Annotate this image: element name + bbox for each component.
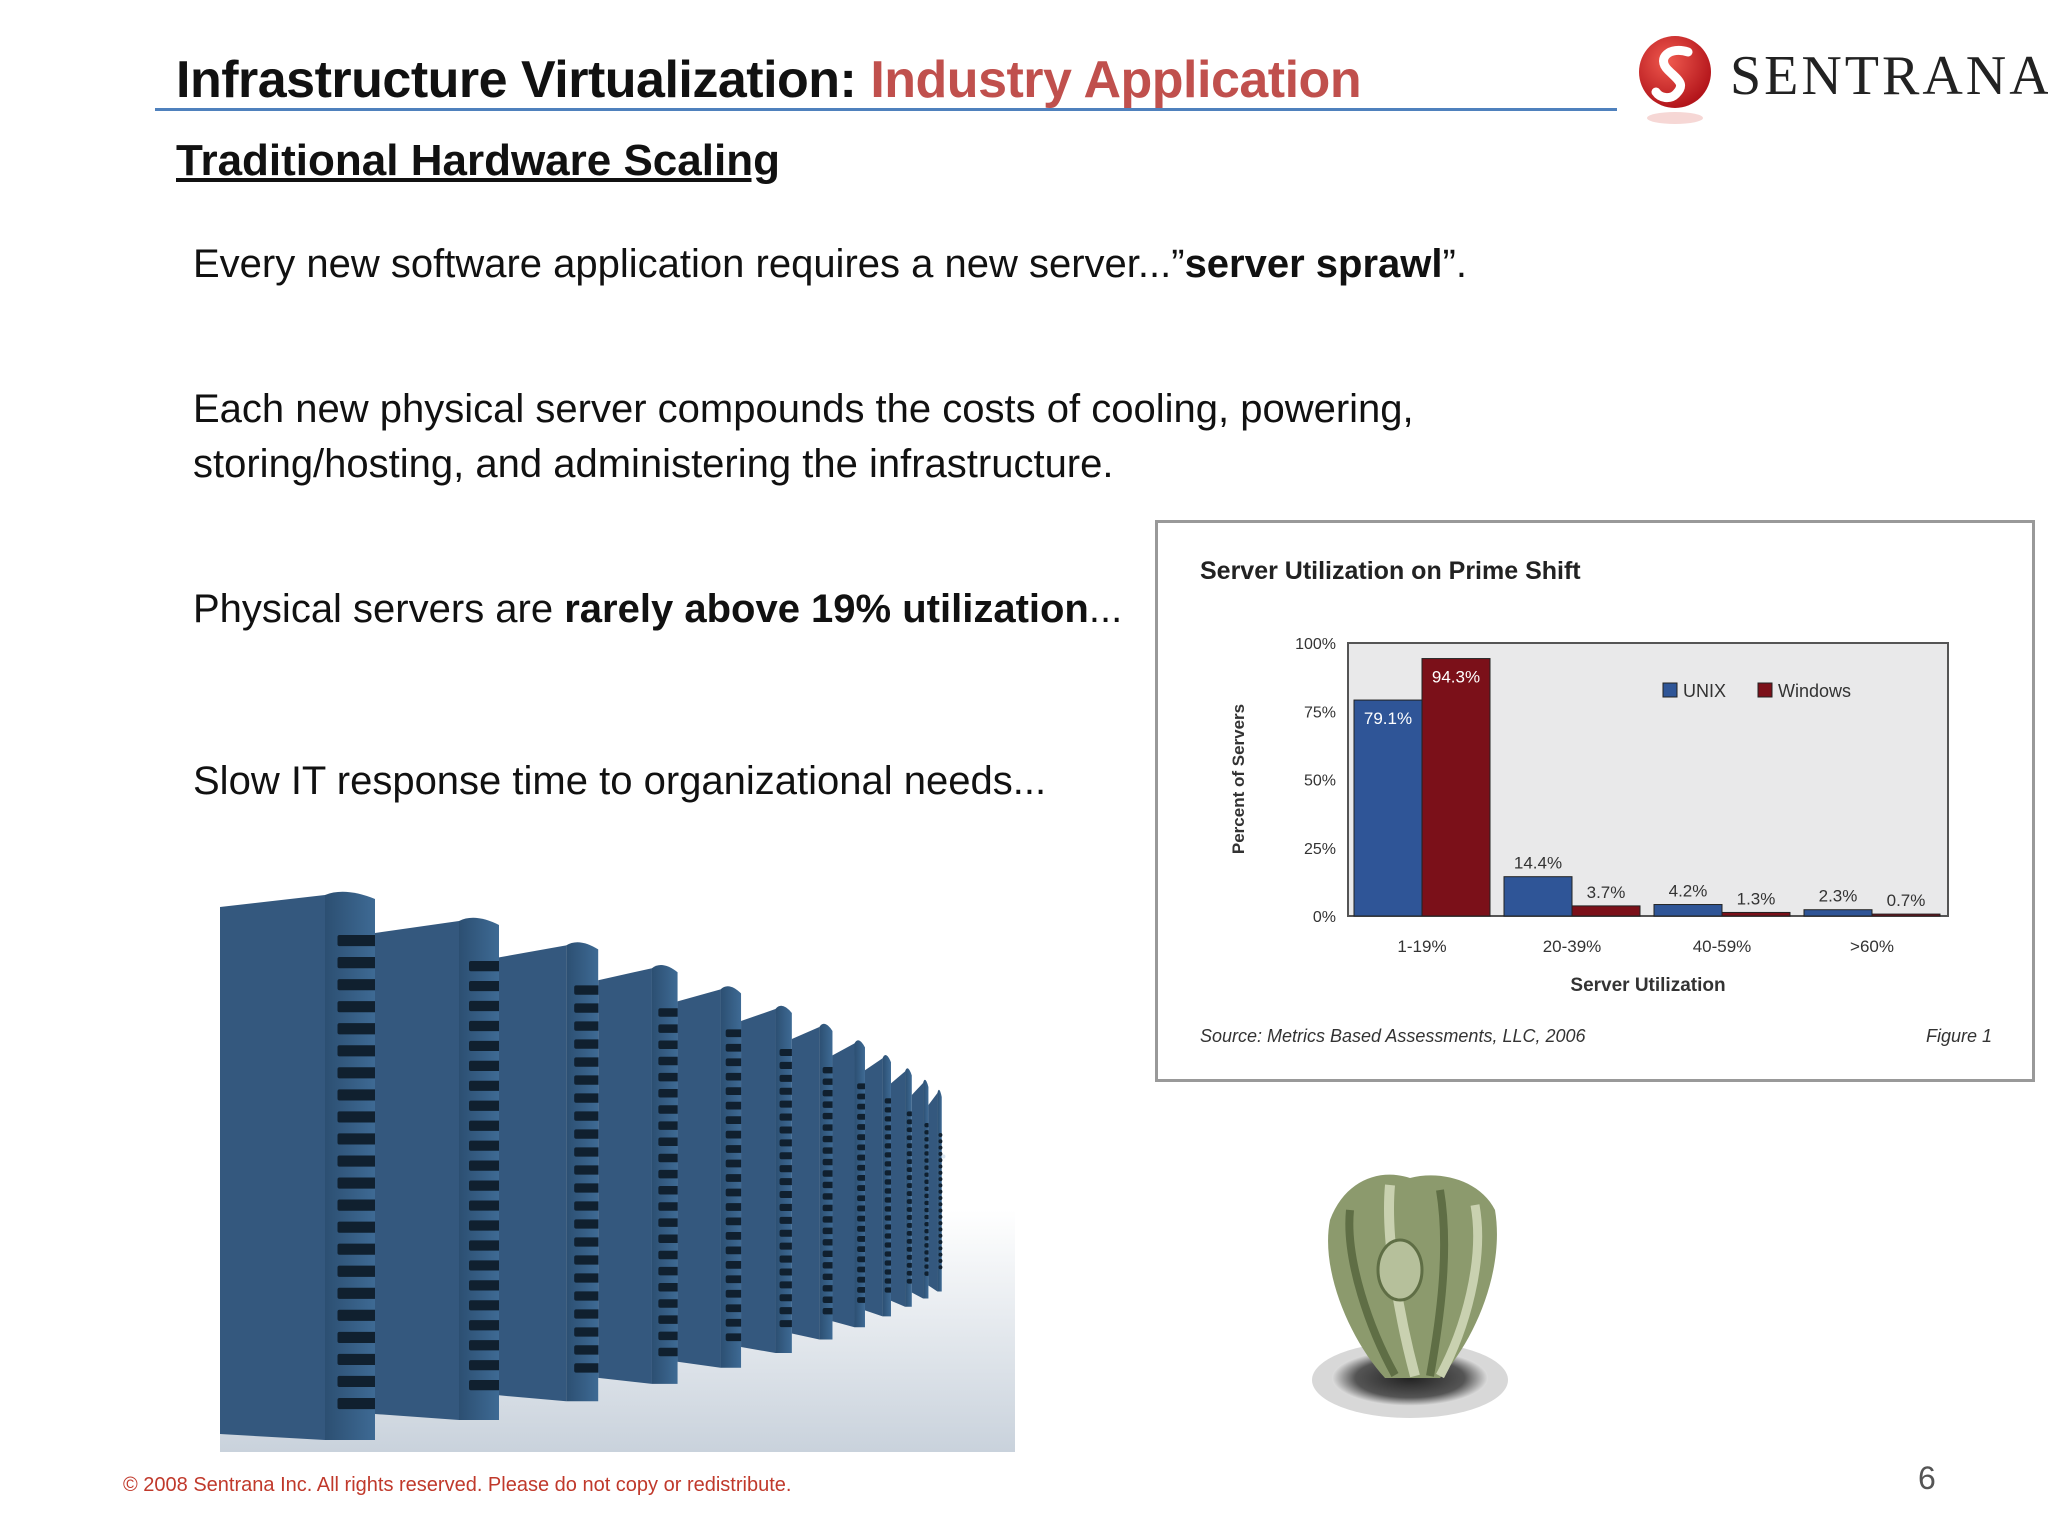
x-tick-label: >60% <box>1850 937 1894 956</box>
copyright-footer: © 2008 Sentrana Inc. All rights reserved… <box>123 1474 792 1496</box>
chart-bars: 79.1% 94.3% 14.4% 3.7% 4.2% 1.3% 2.3% 0.7% <box>1353 658 1941 917</box>
bar-data-label: 14.4% <box>1514 854 1562 873</box>
server-rack <box>911 1079 933 1299</box>
bullet-response-time: Slow IT response time to organizational … <box>193 759 1047 803</box>
bullet-costs: Each new physical server compounds the c… <box>193 382 1414 492</box>
bullet-1-end: ”. <box>1442 242 1467 286</box>
bar-unix <box>1803 909 1873 917</box>
server-rack <box>864 1055 897 1317</box>
y-tick-label: 75% <box>1304 704 1336 721</box>
bar-windows <box>1421 658 1491 917</box>
legend-label-windows: Windows <box>1778 681 1851 701</box>
bullet-3-end: ... <box>1088 587 1123 631</box>
bar-unix <box>1503 876 1573 917</box>
utilization-chart: Server Utilization on Prime Shift 0% 25% 5… <box>1155 520 2035 1082</box>
chart-legend: UNIX Windows <box>1662 681 1851 701</box>
server-rack <box>677 986 752 1368</box>
bullet-3-bold: rarely above 19% utilization <box>564 587 1089 631</box>
server-rack <box>220 891 400 1440</box>
bullet-utilization: Physical servers are rarely above 19% ut… <box>193 582 1122 637</box>
y-tick-label: 25% <box>1304 841 1336 858</box>
sentrana-logo: SENTRANA <box>1630 30 2048 130</box>
server-rack <box>499 942 615 1402</box>
y-tick-label: 50% <box>1304 773 1336 790</box>
sentrana-logo-icon <box>1639 36 1711 124</box>
bar-data-label: 4.2% <box>1669 882 1708 901</box>
title-rule <box>155 108 1617 111</box>
bar-unix <box>1353 699 1423 917</box>
server-rack <box>890 1068 917 1307</box>
server-rack <box>832 1040 872 1328</box>
bar-windows <box>1871 913 1941 917</box>
y-axis-ticks: 0% 25% 50% 75% 100% <box>1295 636 1336 926</box>
chart-title: Server Utilization on Prime Shift <box>1200 557 1581 585</box>
y-axis-label: Percent of Servers <box>1229 704 1248 854</box>
legend-swatch-windows <box>1757 682 1773 698</box>
bullet-1-bold: server sprawl <box>1184 242 1443 286</box>
bar-data-label: 94.3% <box>1432 668 1480 687</box>
server-rack <box>928 1089 946 1292</box>
logo-text: SENTRANA <box>1730 45 2048 107</box>
bar-windows <box>1721 911 1791 917</box>
bar-data-label: 3.7% <box>1587 883 1626 902</box>
y-tick-label: 100% <box>1295 636 1336 653</box>
money-drain-image <box>1312 1174 1508 1418</box>
x-tick-label: 1-19% <box>1397 937 1446 956</box>
bar-data-label: 79.1% <box>1364 709 1412 728</box>
utilization-chart-svg: Server Utilization on Prime Shift 0% 25% 5… <box>1200 557 1992 1046</box>
server-rack <box>741 1005 801 1353</box>
slide-title: Infrastructure Virtualization: Industry … <box>176 50 1362 110</box>
bullet-3-text: Physical servers are <box>193 587 565 631</box>
bullet-server-sprawl: Every new software application requires … <box>193 237 1467 292</box>
server-rack <box>375 917 519 1420</box>
bar-unix <box>1653 904 1723 917</box>
figure-label: Figure 1 <box>1926 1026 1992 1046</box>
bullet-2-line-2: storing/hosting, and administering the i… <box>193 442 1114 486</box>
server-racks-image <box>220 891 1015 1452</box>
chart-source: Source: Metrics Based Assessments, LLC, … <box>1200 1026 1586 1046</box>
bar-data-label: 0.7% <box>1887 891 1926 910</box>
legend-swatch-unix <box>1662 682 1678 698</box>
title-accent: Industry Application <box>870 51 1362 109</box>
x-axis-label: Server Utilization <box>1570 975 1725 996</box>
bar-windows <box>1571 905 1641 917</box>
bullet-2-line-1: Each new physical server compounds the c… <box>193 387 1414 431</box>
bullet-1-text: Every new software application requires … <box>193 242 1185 286</box>
x-tick-label: 40-59% <box>1693 937 1752 956</box>
section-subtitle: Traditional Hardware Scaling <box>176 136 780 185</box>
title-main: Infrastructure Virtualization: <box>176 51 871 109</box>
bar-data-label: 1.3% <box>1737 889 1776 908</box>
page-number: 6 <box>1918 1460 1936 1496</box>
server-rack <box>791 1023 840 1340</box>
legend-label-unix: UNIX <box>1683 681 1726 701</box>
x-axis-ticks: 1-19% 20-39% 40-59% >60% <box>1397 937 1894 956</box>
y-tick-label: 0% <box>1313 909 1336 926</box>
server-rack <box>598 965 691 1384</box>
x-tick-label: 20-39% <box>1543 937 1602 956</box>
bar-data-label: 2.3% <box>1819 887 1858 906</box>
